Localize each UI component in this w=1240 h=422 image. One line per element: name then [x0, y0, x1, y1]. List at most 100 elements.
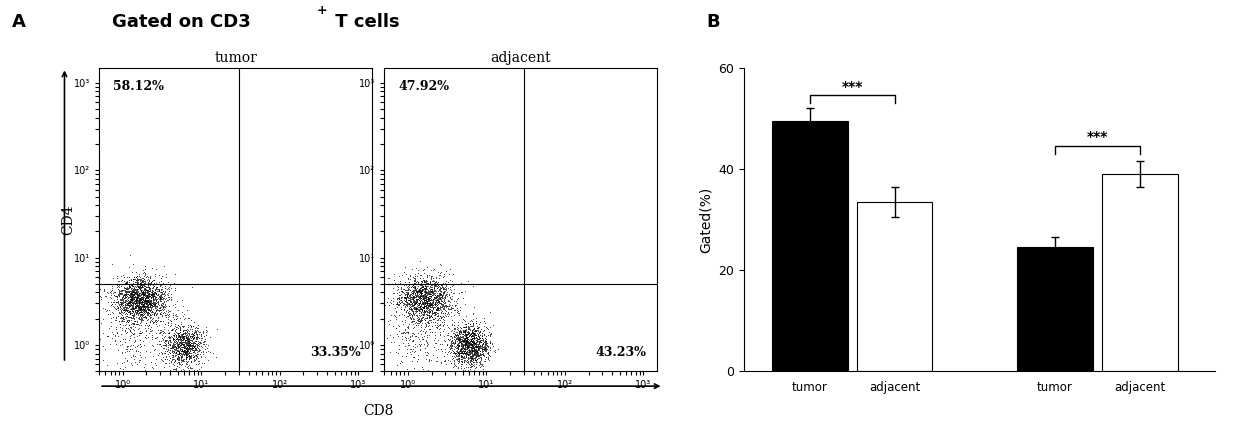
Point [157, 307, 177, 314]
Point [460, 357, 480, 364]
Point [461, 354, 481, 361]
Point [454, 323, 474, 330]
Point [445, 350, 465, 357]
Point [113, 315, 133, 322]
Point [474, 340, 494, 347]
Point [403, 325, 423, 331]
Point [155, 333, 175, 340]
Point [133, 282, 153, 289]
Point [404, 291, 424, 298]
Point [449, 355, 469, 362]
Point [165, 279, 185, 286]
Point [470, 335, 490, 342]
Point [417, 300, 436, 307]
Point [417, 298, 436, 305]
Point [176, 339, 196, 346]
Point [414, 333, 434, 339]
Point [118, 298, 138, 304]
Point [166, 316, 186, 322]
Point [419, 314, 439, 320]
Point [408, 297, 428, 303]
Point [407, 299, 427, 306]
Point [134, 282, 154, 289]
Point [418, 287, 438, 294]
Point [129, 298, 149, 305]
Point [113, 299, 133, 306]
Point [415, 292, 435, 299]
Point [454, 328, 474, 335]
Point [451, 325, 471, 332]
Point [422, 287, 441, 294]
Point [157, 297, 177, 303]
Point [156, 342, 176, 349]
Point [159, 337, 179, 344]
Point [397, 283, 417, 290]
Point [179, 346, 198, 353]
Point [134, 303, 154, 310]
Point [404, 289, 424, 296]
Point [135, 308, 155, 315]
Point [438, 335, 458, 342]
Point [86, 361, 105, 368]
Point [404, 277, 424, 284]
Point [398, 290, 418, 297]
Point [155, 338, 175, 344]
Point [115, 308, 135, 314]
Point [466, 347, 486, 354]
Point [430, 312, 450, 319]
Point [170, 347, 190, 354]
Point [177, 347, 197, 354]
Point [403, 314, 423, 321]
Point [394, 334, 414, 341]
Point [458, 335, 477, 342]
Point [418, 297, 438, 303]
Point [138, 307, 157, 314]
Point [138, 306, 157, 313]
Point [126, 346, 146, 353]
Point [123, 308, 143, 315]
Point [179, 335, 198, 341]
Point [139, 300, 159, 306]
Point [401, 299, 420, 306]
Point [392, 298, 412, 304]
Point [464, 332, 484, 338]
Point [192, 350, 212, 357]
Point [126, 288, 146, 295]
Point [430, 288, 450, 295]
Point [410, 343, 430, 350]
Point [124, 289, 144, 295]
Point [119, 281, 139, 288]
Point [434, 337, 454, 344]
Point [466, 354, 486, 361]
Point [424, 280, 444, 287]
Point [125, 311, 145, 317]
Point [113, 304, 133, 311]
Point [451, 347, 471, 354]
Point [149, 349, 169, 356]
Point [424, 284, 444, 291]
Point [460, 354, 480, 361]
Point [100, 289, 120, 296]
Point [138, 294, 157, 300]
Point [182, 342, 202, 349]
Point [123, 351, 143, 358]
Point [109, 317, 129, 324]
Point [153, 290, 172, 297]
Point [124, 300, 144, 306]
Point [130, 295, 150, 302]
Point [134, 306, 154, 313]
Point [428, 304, 448, 311]
Point [157, 327, 177, 334]
Point [164, 325, 184, 332]
Point [180, 342, 200, 349]
Point [422, 316, 441, 323]
Point [112, 296, 131, 303]
Point [150, 292, 170, 299]
Point [455, 338, 475, 344]
Point [167, 344, 187, 351]
Point [446, 348, 466, 354]
Point [141, 292, 161, 298]
Point [180, 338, 200, 345]
Point [430, 300, 450, 306]
Point [188, 341, 208, 348]
